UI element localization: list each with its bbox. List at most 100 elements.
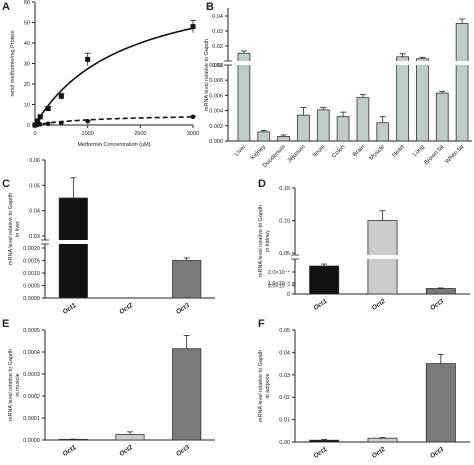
panel-a-ytick-label-2: 20 bbox=[24, 82, 30, 88]
panel-f-bar-1 bbox=[367, 437, 398, 443]
panel-b-bar-9 bbox=[416, 58, 429, 142]
panel-b-cat-label-8: Heart bbox=[391, 144, 406, 159]
panel-a-s1-point-1 bbox=[35, 118, 41, 124]
panel-b-cat-label-9: Lung bbox=[412, 144, 426, 158]
panel-f-ytick-label-4: 0.04 bbox=[279, 350, 290, 356]
panel-c-ytick-label-7: 0.05 bbox=[29, 183, 40, 189]
panel-a-s1-point-3 bbox=[45, 106, 51, 112]
panel-d-ytick-label-0: 0 bbox=[287, 292, 290, 298]
panel-label-c: C bbox=[2, 178, 10, 190]
panel-label-f: F bbox=[258, 318, 265, 330]
panel-b-axis-break-gap bbox=[224, 61, 232, 65]
panel-d-cat-label-2: Oct3 bbox=[429, 298, 445, 312]
panel-c-bar-break-0 bbox=[58, 240, 89, 244]
panel-d-ytick-label-4: 0.05 bbox=[279, 251, 290, 257]
panel-f-ytick-label-0: 0.00 bbox=[279, 440, 290, 446]
panel-a-xtick-label-2: 2000 bbox=[134, 131, 146, 137]
panel-b-bar-4 bbox=[316, 109, 330, 142]
panel-b-bar-2 bbox=[277, 136, 290, 142]
panel-b-bar-5 bbox=[336, 116, 350, 142]
panel-a-xlabel: Metformin Concentration (uM) bbox=[77, 142, 150, 148]
panel-e-ytick-label-0: 0.0000 bbox=[23, 438, 40, 444]
panel-d-ytick-label-6: 0.15 bbox=[279, 186, 290, 192]
panel-f-cat-label-1: Oct2 bbox=[371, 446, 387, 460]
panel-e-ylabel-2: in muscle bbox=[15, 373, 21, 396]
panel-e-ytick-label-3: 0.0003 bbox=[23, 372, 40, 378]
panel-d-bar-0 bbox=[309, 265, 340, 295]
panel-b-ytick-label-7: 0.02 bbox=[212, 44, 223, 50]
panel-e-ytick-label-4: 0.0004 bbox=[23, 350, 40, 356]
panel-b-bar-break-8 bbox=[395, 61, 410, 65]
panel-b-bar-break-11 bbox=[455, 61, 470, 65]
panel-e-ytick-label-1: 0.0001 bbox=[23, 416, 40, 422]
panel-c-ytick-label-1: 0.0005 bbox=[23, 284, 40, 290]
panel-b-cat-label-4: Ileum bbox=[312, 144, 327, 159]
panel-d-ytick-label-2: 2.0×10⁻⁴ bbox=[268, 269, 291, 276]
panel-a-s2-point-4 bbox=[59, 120, 64, 126]
panel-d-cat-label-1: Oct2 bbox=[371, 298, 387, 312]
panel-a-s2-point-6 bbox=[190, 114, 196, 120]
panel-b-bar-7 bbox=[376, 122, 390, 142]
panel-a-ytick-label-5: 50 bbox=[24, 21, 30, 27]
panel-a-ytick-label-6: 60 bbox=[24, 0, 30, 6]
panel-f-ytick-label-1: 0.01 bbox=[279, 418, 290, 424]
panel-d-ytick-label-1: 1.0×10⁻⁴ bbox=[268, 280, 291, 287]
panel-d-ylabel-1: mRNA level relative to Gapdh bbox=[258, 205, 264, 277]
panel-b-ytick-label-4: 0.008 bbox=[209, 78, 223, 84]
panel-b-ytick-label-8: 0.03 bbox=[212, 29, 223, 35]
panel-c-bar-0 bbox=[58, 197, 88, 299]
panel-b-cat-label-7: Muscle bbox=[368, 144, 386, 162]
panel-b-cat-label-3: Jejunum bbox=[287, 144, 307, 164]
panel-c-cat-label-0: Oct1 bbox=[62, 302, 78, 316]
panel-e-cat-label-2: Oct3 bbox=[175, 444, 191, 458]
panel-c-ytick-label-6: 0.04 bbox=[29, 209, 40, 215]
panel-d-ytick-label-5: 0.10 bbox=[279, 219, 290, 225]
panel-a-s1-point-4 bbox=[58, 93, 64, 99]
panel-d-axis-break-gap bbox=[291, 255, 299, 259]
panel-c-ytick-label-5: 0.03 bbox=[29, 234, 40, 240]
panel-c-axis-break-gap bbox=[41, 240, 49, 244]
panel-f-ytick-label-3: 0.03 bbox=[279, 373, 290, 379]
panel-a-xtick-label-3: 3000 bbox=[187, 131, 199, 137]
panel-b-bar-6 bbox=[356, 97, 370, 142]
panel-label-d: D bbox=[258, 178, 266, 190]
panel-label-a: A bbox=[2, 1, 10, 13]
panel-e-cat-label-1: Oct2 bbox=[118, 444, 134, 458]
panel-b-ylabel: mRNA level relative to Gapdh bbox=[204, 39, 210, 111]
panel-f-ylabel-2: in adipose bbox=[265, 373, 271, 398]
panel-d-ytick-label-3: 3.0×10⁻⁴ bbox=[268, 282, 291, 289]
panel-b-ytick-label-0: 0.000 bbox=[209, 139, 223, 145]
panel-a-s1-point-2 bbox=[37, 114, 43, 120]
panel-b-bar-8 bbox=[396, 56, 409, 142]
panel-c-ytick-label-8: 0.06 bbox=[29, 158, 40, 164]
panel-a-ytick-label-1: 10 bbox=[24, 103, 30, 109]
panel-b-bar-3 bbox=[297, 114, 310, 142]
panel-f-cat-label-2: Oct3 bbox=[429, 446, 445, 460]
panel-c-ytick-label-0: 0.0000 bbox=[23, 296, 40, 302]
panel-c-cat-label-1: Oct2 bbox=[118, 302, 134, 316]
panel-c-ytick-label-2: 0.0010 bbox=[23, 271, 40, 277]
panel-b-cat-label-0: Liver bbox=[234, 144, 247, 157]
panel-e-cat-label-0: Oct1 bbox=[62, 444, 78, 458]
panel-d-bar-break-0 bbox=[308, 255, 340, 259]
panel-e-ylabel-1: mRNA level relative to Gapdh bbox=[8, 349, 14, 421]
panel-c-ylabel-1: mRNA level relative to Gapdh bbox=[8, 193, 14, 265]
panel-b-cat-label-1: Kidney bbox=[250, 144, 267, 161]
panel-b-ytick-label-1: 0.002 bbox=[209, 124, 223, 130]
panel-a-ytick-label-3: 30 bbox=[24, 62, 30, 68]
panel-a-xtick-label-0: 0 bbox=[33, 131, 36, 137]
panel-a-ylabel: nmol metformin/mg Protein bbox=[10, 30, 16, 96]
panel-a-s1-point-5 bbox=[85, 56, 91, 62]
panel-f-cat-label-0: Oct1 bbox=[312, 446, 328, 460]
panel-b-ytick-label-6: 0.01 bbox=[212, 63, 223, 69]
panel-a-ytick-label-0: 0 bbox=[27, 123, 30, 129]
panel-d-ylabel-2: in kidney bbox=[265, 230, 271, 252]
panel-f-bar-2 bbox=[425, 363, 456, 443]
panel-b-bar-break-9 bbox=[415, 61, 430, 65]
panel-c-ytick-label-3: 0.0015 bbox=[23, 259, 40, 265]
panel-f-ytick-label-5: 0.05 bbox=[279, 328, 290, 334]
panel-a-series-2-line bbox=[34, 116, 194, 126]
panel-c-cat-label-2: Oct3 bbox=[175, 302, 191, 316]
panel-a-s2-point-5 bbox=[85, 119, 90, 124]
